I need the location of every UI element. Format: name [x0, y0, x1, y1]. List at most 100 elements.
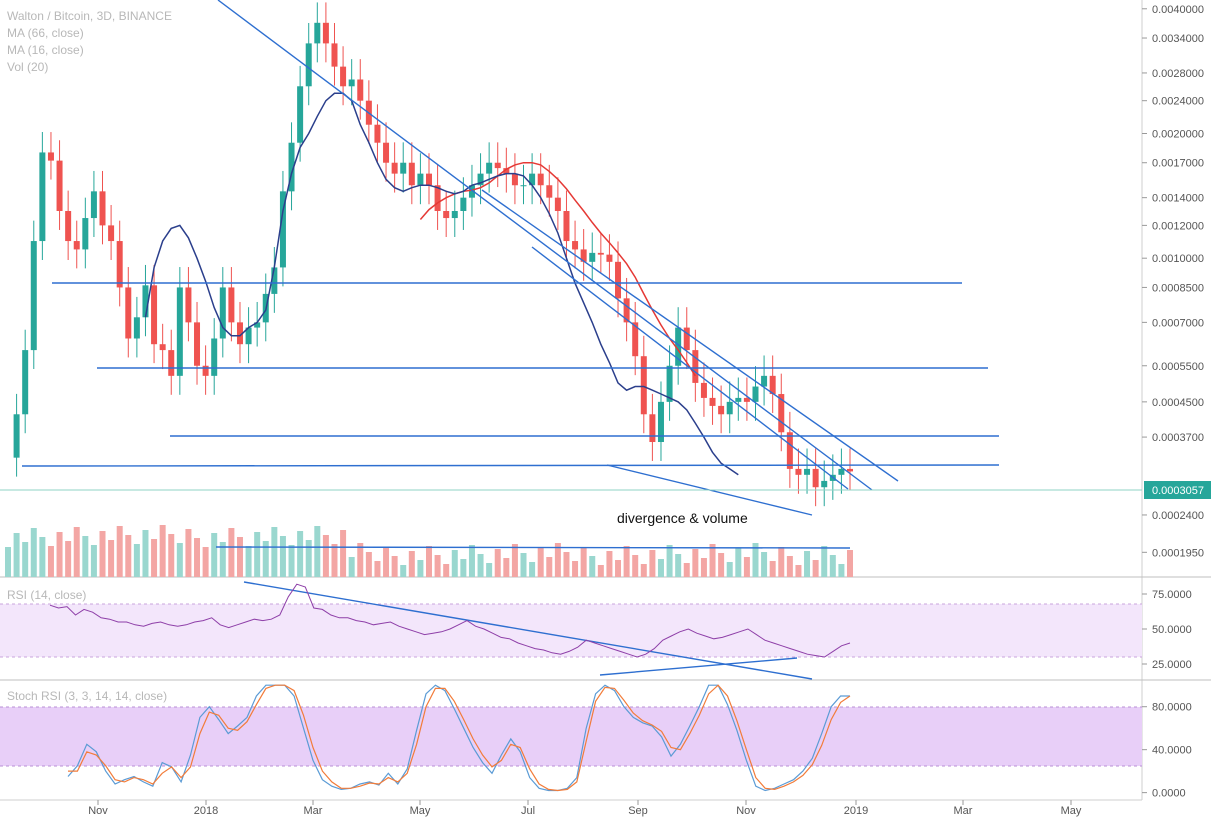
- candle-body: [340, 66, 347, 87]
- candle-body: [271, 267, 278, 294]
- volume-bar: [340, 530, 347, 577]
- candle-body: [563, 210, 570, 242]
- volume-bar: [391, 556, 398, 577]
- candle-body: [82, 218, 89, 250]
- volume-bar: [142, 530, 149, 577]
- price-axis: 0.0040000 0.0034000 0.0028000 0.0024000 0.00…: [1142, 4, 1204, 559]
- price-tick-label: 0.0014000: [1152, 193, 1204, 205]
- time-tick-label: 2018: [194, 805, 218, 817]
- volume-bar: [683, 563, 690, 577]
- moving-averages: [144, 92, 739, 476]
- candle-body: [305, 43, 312, 87]
- candlesticks: [13, 2, 853, 507]
- candle-body: [13, 414, 20, 458]
- candle-body: [374, 124, 381, 143]
- stoch-band: [0, 707, 1142, 766]
- price-tick-label: 0.0005500: [1152, 361, 1204, 373]
- trend-line-main: [217, 0, 873, 491]
- candle-body: [692, 350, 699, 383]
- volume-bar: [529, 562, 536, 577]
- price-tick-label: 0.0020000: [1152, 128, 1204, 140]
- volume-bar: [597, 565, 604, 577]
- volume-bar: [718, 553, 725, 577]
- time-tick-label: Jul: [521, 805, 535, 817]
- candle-body: [331, 43, 338, 67]
- stoch-tick-label: 80.0000: [1152, 702, 1192, 714]
- price-tick-label: 0.0028000: [1152, 68, 1204, 80]
- volume-bar: [297, 531, 304, 577]
- volume-bar: [125, 535, 132, 577]
- candle-body: [615, 261, 622, 299]
- trend-line-second: [481, 189, 899, 482]
- candle-body: [503, 168, 510, 174]
- volume-bar: [426, 546, 432, 577]
- volume-bar: [520, 553, 527, 577]
- candle-body: [185, 287, 192, 323]
- candle-body: [73, 241, 80, 250]
- volume-bar: [408, 551, 415, 577]
- stoch-series-line-1: [67, 684, 850, 792]
- stoch-lines: [67, 684, 851, 792]
- candle-body: [39, 152, 46, 242]
- time-tick-label: Mar: [304, 805, 323, 817]
- candle-body: [700, 382, 707, 398]
- volume-bar: [460, 559, 467, 577]
- volume-bar: [194, 538, 201, 577]
- time-tick-label: Nov: [88, 805, 108, 817]
- stoch-axis: 80.0000 40.0000 0.0000: [1142, 702, 1192, 800]
- volume-bar: [494, 549, 501, 577]
- volume-bar: [735, 548, 742, 577]
- candle-body: [546, 185, 553, 198]
- volume-bar: [288, 545, 295, 577]
- price-tick-label: 0.0017000: [1152, 158, 1204, 170]
- volume-bar: [537, 548, 544, 577]
- volume-bar: [589, 556, 596, 577]
- last-price-label: 0.0003057: [1152, 485, 1204, 497]
- volume-bar: [692, 549, 699, 577]
- time-tick-label: Sep: [628, 805, 648, 817]
- stoch-tick-label: 40.0000: [1152, 745, 1192, 757]
- candle-body: [56, 160, 63, 211]
- price-tick-label: 0.0003700: [1152, 432, 1204, 444]
- candle-body: [838, 468, 845, 475]
- volume-bar: [580, 547, 587, 577]
- candle-body: [254, 322, 261, 328]
- volume-bar: [168, 534, 175, 577]
- volume-bar: [468, 545, 475, 577]
- candle-body: [288, 142, 295, 192]
- rsi-axis: 75.0000 50.0000 25.0000: [1142, 589, 1192, 671]
- volume-bar: [417, 560, 424, 577]
- candle-body: [606, 254, 613, 262]
- legend-volume: Vol (20): [7, 60, 48, 74]
- candle-body: [194, 322, 201, 366]
- support-line-4: [21, 464, 1000, 467]
- volume-bar: [73, 527, 80, 577]
- price-tick-label: 0.0007000: [1152, 317, 1204, 329]
- volume-bar: [65, 541, 72, 577]
- stoch-series-line-2: [68, 684, 851, 792]
- candle-body: [804, 468, 811, 475]
- candle-body: [168, 350, 175, 376]
- volume-bar: [254, 532, 261, 577]
- volume-bar: [546, 557, 553, 577]
- volume-bar: [778, 547, 785, 577]
- trend-line-third: [531, 246, 849, 490]
- volume-bar: [434, 555, 441, 577]
- price-tick-label: 0.0010000: [1152, 253, 1204, 265]
- rsi-band: [0, 604, 1142, 657]
- volume-bar: [726, 562, 733, 577]
- candle-body: [279, 191, 286, 268]
- candle-body: [314, 22, 321, 44]
- volume-bar: [400, 565, 407, 577]
- time-tick-label: Mar: [954, 805, 973, 817]
- stoch-tick-label: 0.0000: [1152, 788, 1186, 800]
- time-tick-label: 2019: [844, 805, 868, 817]
- candle-body: [151, 285, 158, 345]
- volume-bar: [82, 536, 89, 577]
- candle-body: [743, 397, 750, 402]
- volume-bar: [451, 550, 458, 577]
- candle-body: [821, 480, 828, 488]
- volume-bar: [606, 551, 613, 577]
- candle-body: [718, 405, 725, 415]
